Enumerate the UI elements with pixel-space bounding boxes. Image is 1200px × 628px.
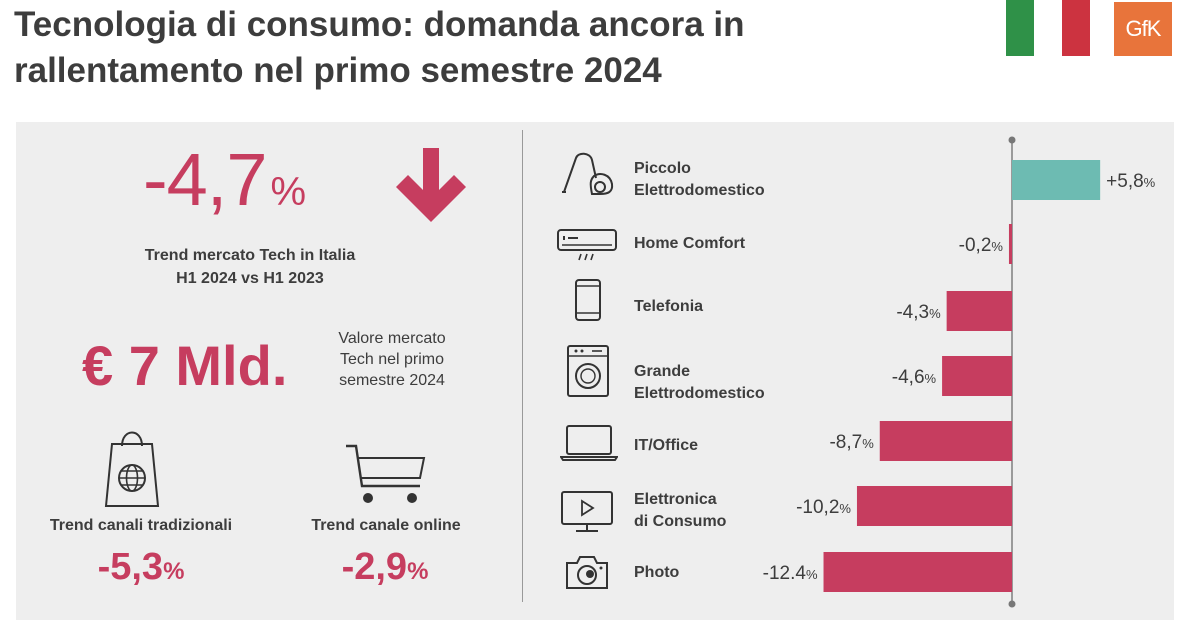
market-value-label-line-3: semestre 2024	[339, 372, 445, 389]
italy-flag-icon	[1006, 0, 1090, 56]
tv-icon	[561, 491, 613, 532]
category-label-photo: Photo	[634, 562, 679, 584]
bar	[946, 291, 1012, 331]
panel-divider	[522, 130, 523, 602]
bar-data-label: -12.4%	[763, 563, 818, 584]
market-value-label: Valore mercato Tech nel primo semestre 2…	[322, 328, 462, 391]
category-label-piccolo-elettrodomestico: Piccolo Elettrodomestico	[634, 158, 765, 202]
camera-icon	[566, 556, 608, 589]
laptop-icon	[560, 425, 618, 461]
market-trend-label-line-2: H1 2024 vs H1 2023	[176, 270, 324, 287]
axis-top-dot	[1008, 136, 1016, 144]
market-trend-unit: %	[270, 170, 307, 214]
market-trend-label: Trend mercato Tech in Italia H1 2024 vs …	[110, 244, 390, 290]
bar-data-label: -10,2%	[796, 497, 851, 518]
traditional-channel-label: Trend canali tradizionali	[49, 517, 233, 534]
bar	[879, 421, 1012, 461]
category-label-line: Elettrodomestico	[634, 182, 765, 199]
online-channel-number: -2,9	[341, 546, 408, 588]
title-line-2: rallentamento nel primo semestre 2024	[14, 51, 662, 90]
bar-data-label: -4,3%	[896, 302, 941, 323]
online-channel-label: Trend canale online	[311, 517, 461, 534]
category-label-home-comfort: Home Comfort	[634, 233, 745, 255]
vacuum-icon	[562, 152, 614, 195]
gfk-logo: GfK	[1114, 2, 1172, 56]
category-label-line: IT/Office	[634, 437, 699, 454]
market-value-label-line-2: Tech nel primo	[339, 351, 445, 368]
flag-red-stripe	[1062, 0, 1090, 56]
flag-white-stripe	[1034, 0, 1062, 56]
bar	[1012, 160, 1101, 200]
category-label-line: di Consumo	[634, 513, 727, 530]
bar	[823, 552, 1012, 592]
title-line-1: Tecnologia di consumo: domanda ancora in	[14, 5, 745, 44]
category-label-it-office: IT/Office	[634, 435, 698, 457]
traditional-channel-number: -5,3	[97, 546, 164, 588]
bar-data-label: -0,2%	[959, 235, 1004, 256]
market-trend-number: -4,7	[143, 138, 268, 221]
smartphone-icon	[575, 279, 601, 321]
bar-data-label: +5,8%	[1106, 171, 1156, 192]
bar	[1008, 224, 1012, 264]
market-value-label-line-1: Valore mercato	[338, 330, 446, 347]
flag-green-stripe	[1006, 0, 1034, 56]
category-label-line: Elettrodomestico	[634, 385, 765, 402]
market-value: € 7 Mld.	[82, 334, 288, 397]
category-label-telefonia: Telefonia	[634, 296, 703, 318]
category-label-line: Piccolo	[634, 160, 691, 177]
category-label-line: Telefonia	[634, 298, 704, 315]
shopping-cart-icon	[346, 444, 426, 503]
online-channel-unit: %	[407, 558, 429, 585]
market-trend-label-line-1: Trend mercato Tech in Italia	[144, 247, 356, 264]
category-label-line: Elettronica	[634, 491, 717, 508]
online-channel-value: -2,9%	[300, 546, 470, 593]
bar	[856, 486, 1012, 526]
category-label-line: Grande	[634, 363, 691, 380]
category-label-grande-elettrodomestico: Grande Elettrodomestico	[634, 361, 765, 405]
down-arrow-icon	[396, 148, 466, 222]
page-title: Tecnologia di consumo: domanda ancora in…	[14, 2, 914, 94]
air-conditioner-icon	[557, 229, 617, 261]
traditional-channel-value: -5,3%	[56, 546, 226, 593]
category-label-line: Home Comfort	[634, 235, 746, 252]
category-label-line: Photo	[634, 564, 680, 581]
market-trend-value: -4,7%	[143, 138, 307, 232]
axis-bottom-dot	[1008, 600, 1016, 608]
traditional-channel-unit: %	[163, 558, 185, 585]
bar-data-label: -4,6%	[892, 367, 937, 388]
shopping-bag-globe-icon	[104, 431, 160, 507]
category-label-elettronica-di-consumo: Elettronica di Consumo	[634, 489, 726, 533]
bar-data-label: -8,7%	[829, 432, 874, 453]
bar	[942, 356, 1012, 396]
washing-machine-icon	[567, 345, 609, 397]
